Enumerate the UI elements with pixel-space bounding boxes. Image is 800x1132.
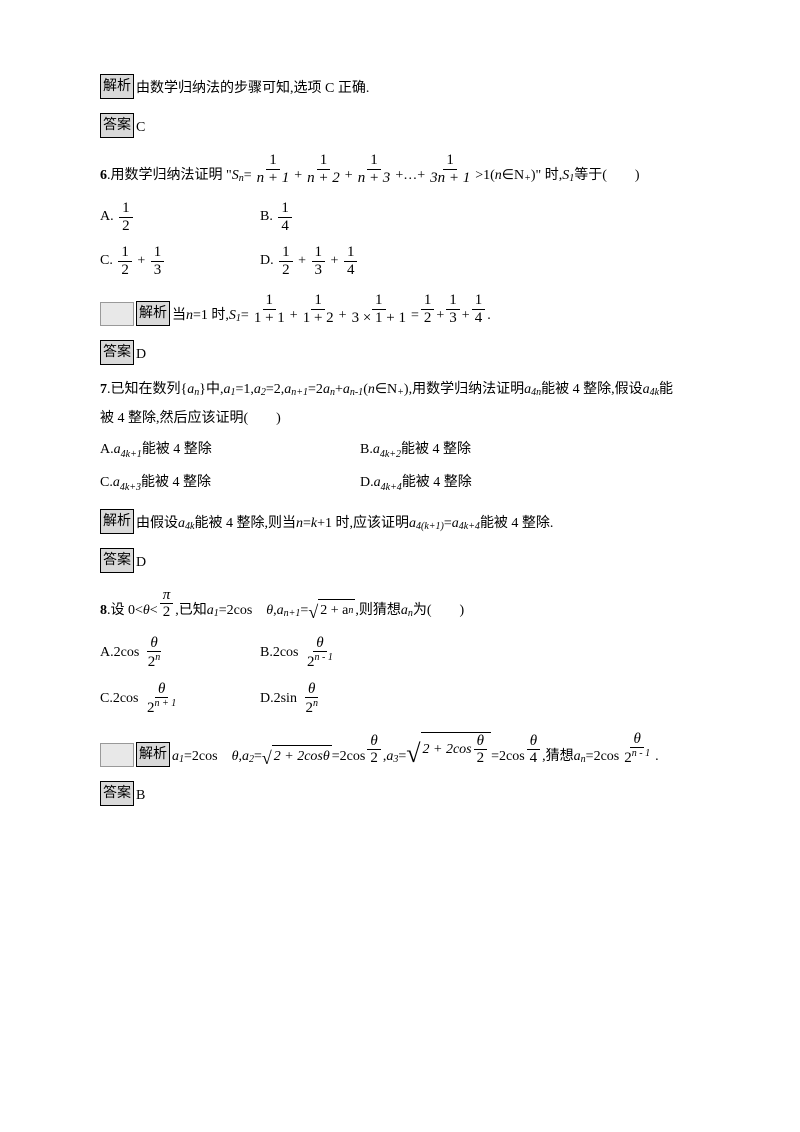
- q6-Sn: S: [232, 165, 239, 186]
- q6-tail4: 等于( ): [574, 165, 639, 186]
- q6-opts-cd: C. 12 + 13 D. 12 + 13 + 14: [100, 244, 700, 278]
- q6-optB: B. 14: [260, 200, 294, 234]
- q8-stem: 8 .设 0<θ< π2 ,已知 a1=2cos θ , an+1= √2 + …: [100, 587, 700, 621]
- q6-analysis: 解析 当 n=1 时, S1= 11 + 1 + 11 + 2 + 13 × 1…: [100, 292, 700, 326]
- q8-sqrt: √2 + an: [308, 599, 355, 621]
- q7-stem-1: 7 .已知在数列{an}中, a1=1, a2=2, an+1=2an+an-1…: [100, 379, 700, 400]
- q8-opts-cd: C.2cos θ2n + 1 D.2sin θ2n: [100, 681, 700, 717]
- q8-analysis: 解析 a1=2cos θ , a2= √2 + 2cosθ =2cos θ2 ,…: [100, 731, 700, 767]
- q6-f1: 1n + 1: [254, 152, 293, 186]
- q8-optC: C.2cos θ2n + 1: [100, 681, 260, 717]
- q6-f2: 1n + 2: [304, 152, 343, 186]
- q6-opts-ab: A. 12 B. 14: [100, 200, 700, 234]
- analysis-label: 解析: [100, 74, 134, 99]
- q5-answer-line: 答案C: [100, 113, 700, 138]
- analysis-box-icon: [100, 302, 134, 326]
- q6-optC: C. 12 + 13: [100, 244, 260, 278]
- q7-optB: B.a4k+2能被 4 整除: [360, 439, 471, 462]
- q7-optC: C.a4k+3能被 4 整除: [100, 472, 360, 495]
- q5-analysis-text: 由数学归纳法的步骤可知,选项 C 正确.: [136, 78, 369, 99]
- q8-optA: A.2cos θ2n: [100, 635, 260, 671]
- analysis-box-icon: [100, 743, 134, 767]
- q7-optA: A.a4k+1能被 4 整除: [100, 439, 360, 462]
- q6-num: 6: [100, 165, 107, 186]
- q6-dots: +…+: [395, 165, 425, 186]
- q7-opts-ab: A.a4k+1能被 4 整除 B.a4k+2能被 4 整除: [100, 439, 700, 462]
- q7-stem-2: 被 4 整除,然后应该证明( ): [100, 408, 700, 429]
- q5-analysis-line: 解析 由数学归纳法的步骤可知,选项 C 正确.: [100, 74, 700, 99]
- q7-analysis: 解析 由假设 a4k能被 4 整除,则当 n=k+1 时,应该证明 a4(k+1…: [100, 509, 700, 534]
- q6-eq: =: [244, 165, 252, 186]
- q7-answer: 答案D: [100, 548, 700, 573]
- q8-opts-ab: A.2cos θ2n B.2cos θ2n - 1: [100, 635, 700, 671]
- q6-answer: 答案D: [100, 340, 700, 365]
- q8-optD: D.2sin θ2n: [260, 681, 323, 717]
- q5-answer: C: [136, 117, 145, 138]
- q6-stem: 6 .用数学归纳法证明 " Sn = 1n + 1 + 1n + 2 + 1n …: [100, 152, 700, 186]
- q6-f3: 1n + 3: [355, 152, 394, 186]
- q8-optB: B.2cos θ2n - 1: [260, 635, 338, 671]
- q6-f4: 13n + 1: [427, 152, 473, 186]
- q8-answer: 答案B: [100, 781, 700, 806]
- answer-label: 答案: [100, 113, 134, 138]
- q7-opts-cd: C.a4k+3能被 4 整除 D.a4k+4能被 4 整除: [100, 472, 700, 495]
- q6-optD: D. 12 + 13 + 14: [260, 244, 359, 278]
- q7-optD: D.a4k+4能被 4 整除: [360, 472, 472, 495]
- q6-prefix: .用数学归纳法证明 ": [107, 165, 232, 186]
- q6-optA: A. 12: [100, 200, 260, 234]
- q6-tail1: >1(: [475, 165, 495, 186]
- page: 解析 由数学归纳法的步骤可知,选项 C 正确. 答案C 6 .用数学归纳法证明 …: [0, 0, 800, 860]
